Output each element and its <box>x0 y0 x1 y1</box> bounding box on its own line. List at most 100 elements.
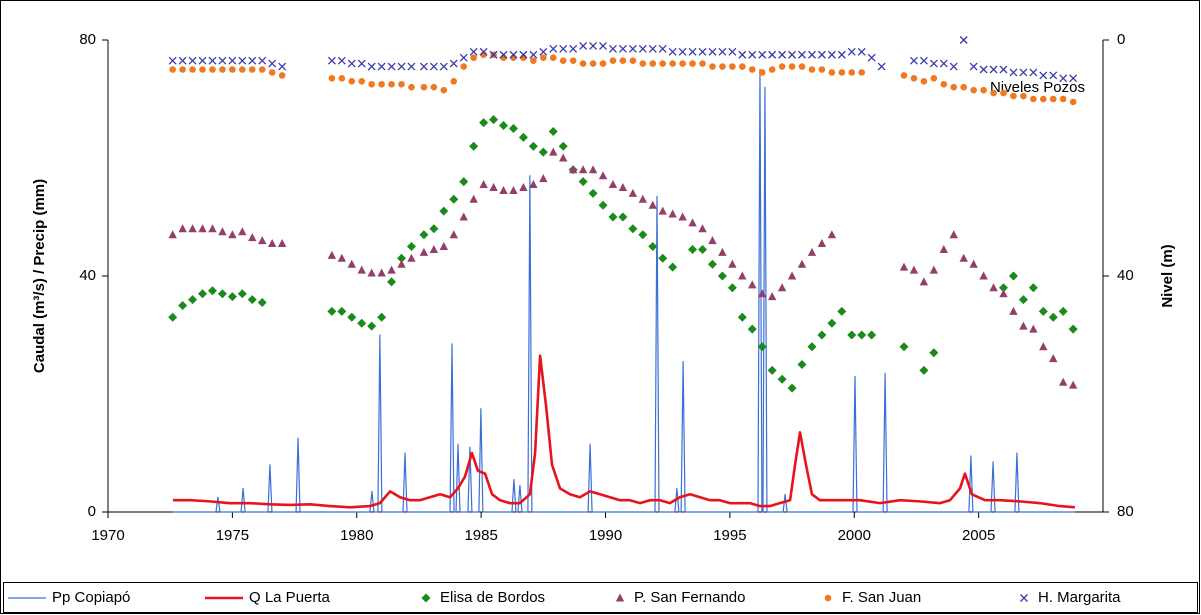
marker <box>258 56 267 65</box>
marker <box>198 289 208 299</box>
marker <box>578 165 588 174</box>
marker <box>419 247 429 256</box>
marker <box>999 289 1008 298</box>
marker <box>377 268 386 277</box>
marker <box>548 126 558 136</box>
marker <box>499 50 508 59</box>
marker <box>827 50 836 59</box>
marker <box>1000 89 1007 97</box>
marker <box>940 80 948 88</box>
marker <box>939 59 948 68</box>
marker <box>449 59 458 68</box>
marker <box>658 44 667 53</box>
legend-label: Pp Copiapó <box>52 589 130 606</box>
marker <box>208 224 217 233</box>
marker <box>668 209 677 218</box>
marker <box>239 66 246 73</box>
marker <box>1009 306 1018 315</box>
marker <box>589 60 597 67</box>
marker <box>198 224 207 233</box>
marker <box>489 115 499 125</box>
marker <box>629 57 637 64</box>
marker <box>778 50 787 59</box>
marker <box>549 54 557 61</box>
y-tick-label: 0 <box>88 503 96 520</box>
marker <box>277 239 287 248</box>
marker <box>429 224 439 234</box>
marker <box>338 75 346 82</box>
marker <box>599 60 607 67</box>
marker <box>539 47 548 56</box>
marker <box>609 57 617 64</box>
x-tick-label: 1980 <box>340 527 373 544</box>
marker <box>777 374 787 384</box>
marker <box>618 44 627 53</box>
marker <box>228 230 237 239</box>
marker <box>179 66 186 73</box>
marker <box>268 59 277 68</box>
marker <box>378 80 385 88</box>
marker <box>327 56 336 65</box>
marker <box>939 244 948 253</box>
marker <box>347 312 357 322</box>
marker <box>979 271 988 280</box>
marker <box>818 66 826 73</box>
marker <box>807 247 817 256</box>
marker <box>1019 321 1028 330</box>
marker <box>798 63 806 70</box>
marker <box>910 75 918 82</box>
marker <box>377 62 386 71</box>
marker <box>257 298 267 308</box>
marker <box>808 66 816 73</box>
marker <box>348 78 356 85</box>
marker <box>1059 74 1068 83</box>
marker <box>608 180 618 189</box>
marker <box>449 194 459 204</box>
marker <box>499 185 508 194</box>
marker <box>388 80 395 88</box>
marker <box>327 306 337 316</box>
marker <box>238 56 247 65</box>
y2-tick-label: 0 <box>1117 31 1125 48</box>
marker <box>387 265 396 274</box>
marker <box>949 230 958 239</box>
marker <box>1049 95 1057 103</box>
x-tick-label: 1985 <box>464 527 497 544</box>
marker <box>470 54 477 61</box>
marker <box>528 141 538 151</box>
marker <box>459 53 468 62</box>
marker <box>748 50 757 59</box>
marker <box>747 324 757 334</box>
marker <box>189 66 196 73</box>
marker <box>758 69 766 76</box>
marker <box>609 44 617 53</box>
marker <box>728 47 737 56</box>
marker <box>1049 354 1058 363</box>
marker <box>788 50 797 59</box>
x-tick-label: 1975 <box>216 527 249 544</box>
x-tick-label: 2000 <box>838 527 871 544</box>
marker <box>658 206 667 215</box>
marker <box>1049 71 1058 80</box>
legend-box <box>3 582 1198 613</box>
marker <box>407 253 416 262</box>
marker <box>698 224 707 233</box>
marker <box>559 57 567 64</box>
marker <box>569 44 578 53</box>
marker <box>738 271 747 280</box>
marker <box>658 253 668 263</box>
marker <box>989 283 998 292</box>
marker <box>397 259 406 268</box>
marker <box>929 265 939 274</box>
marker <box>1029 324 1038 333</box>
y2-tick-label: 40 <box>1117 267 1134 284</box>
marker <box>538 147 548 157</box>
marker <box>837 50 846 59</box>
marker <box>628 188 638 197</box>
marker <box>797 360 807 369</box>
marker <box>1068 324 1078 334</box>
marker <box>857 330 867 340</box>
marker <box>519 183 528 191</box>
marker <box>1038 306 1048 316</box>
